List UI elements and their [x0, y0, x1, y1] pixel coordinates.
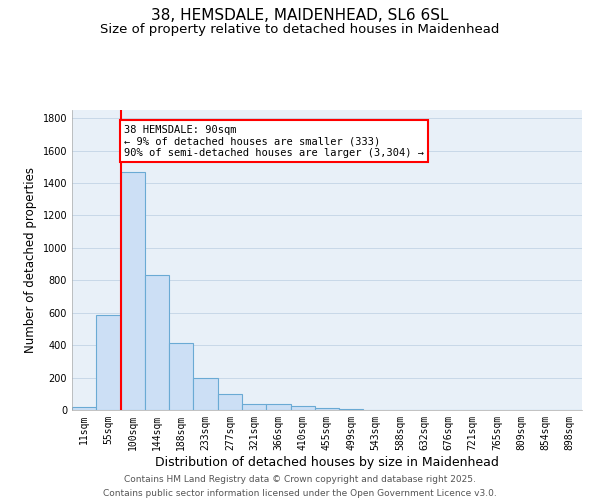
Bar [121, 172, 145, 410]
X-axis label: Distribution of detached houses by size in Maidenhead: Distribution of detached houses by size … [155, 456, 499, 468]
Bar [339, 409, 364, 410]
Bar [145, 276, 169, 410]
Text: Size of property relative to detached houses in Maidenhead: Size of property relative to detached ho… [100, 22, 500, 36]
Y-axis label: Number of detached properties: Number of detached properties [24, 167, 37, 353]
Bar [96, 315, 121, 410]
Bar [266, 404, 290, 410]
Bar [242, 404, 266, 410]
Bar [315, 408, 339, 410]
Text: Contains HM Land Registry data © Crown copyright and database right 2025.
Contai: Contains HM Land Registry data © Crown c… [103, 476, 497, 498]
Bar [72, 407, 96, 410]
Text: 38 HEMSDALE: 90sqm
← 9% of detached houses are smaller (333)
90% of semi-detache: 38 HEMSDALE: 90sqm ← 9% of detached hous… [124, 124, 424, 158]
Bar [218, 394, 242, 410]
Text: 38, HEMSDALE, MAIDENHEAD, SL6 6SL: 38, HEMSDALE, MAIDENHEAD, SL6 6SL [151, 8, 449, 22]
Bar [193, 378, 218, 410]
Bar [290, 406, 315, 410]
Bar [169, 342, 193, 410]
